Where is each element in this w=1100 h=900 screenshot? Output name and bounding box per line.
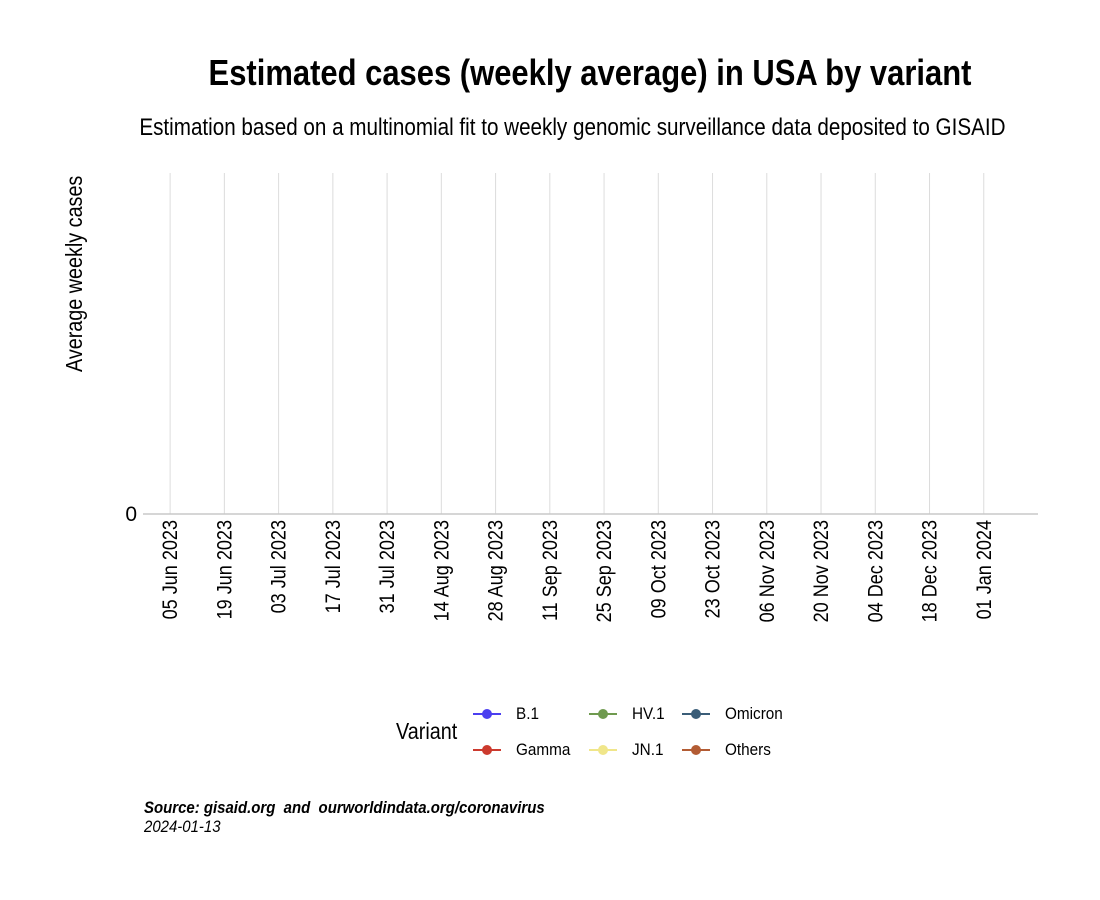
source-note: Source: gisaid.org and ourworldindata.or… [144, 798, 545, 817]
x-tick-label: 20 Nov 2023 [810, 520, 834, 622]
legend-item-b-1: B.1 [473, 704, 542, 724]
x-tick-label: 09 Oct 2023 [647, 520, 671, 618]
x-tick-label: 04 Dec 2023 [864, 520, 888, 622]
x-tick-label: 01 Jan 2024 [973, 520, 997, 619]
chart-title: Estimated cases (weekly average) in USA … [208, 52, 972, 93]
x-tick-label: 03 Jul 2023 [267, 520, 291, 613]
y-tick-labels: 0 [125, 503, 137, 526]
x-tick-label: 18 Dec 2023 [918, 520, 942, 622]
x-tick-label: 19 Jun 2023 [213, 520, 237, 619]
legend-key [473, 740, 501, 760]
x-tick-label: 25 Sep 2023 [593, 520, 617, 622]
legend-key [682, 704, 710, 724]
x-tick-label: 17 Jul 2023 [322, 520, 346, 613]
x-tick-label: 23 Oct 2023 [701, 520, 725, 618]
x-tick-label: 28 Aug 2023 [484, 520, 508, 622]
legend-item-hv-1: HV.1 [589, 704, 668, 724]
legend-key [589, 740, 617, 760]
legend-key [682, 740, 710, 760]
x-tick-label: 14 Aug 2023 [430, 520, 454, 622]
date-note: 2024-01-13 [144, 817, 221, 836]
y-axis-label: Average weekly cases [62, 176, 88, 372]
legend-title: Variant [396, 718, 458, 744]
legend-item-others: Others [682, 740, 776, 760]
x-tick-label: 06 Nov 2023 [756, 520, 780, 622]
chart-subtitle: Estimation based on a multinomial fit to… [139, 114, 1006, 141]
legend-label: Others [725, 740, 771, 759]
x-tick-labels: 05 Jun 2023 19 Jun 2023 03 Jul 2023 17 Jul … [159, 520, 996, 622]
x-tick-label: 11 Sep 2023 [539, 520, 563, 621]
x-tick-label: 05 Jun 2023 [159, 520, 183, 619]
legend-label: B.1 [516, 704, 539, 723]
legend-item-jn-1: JN.1 [589, 740, 667, 760]
y-tick-label: 0 [125, 503, 137, 526]
legend-label: HV.1 [632, 704, 665, 723]
legend-label: Omicron [725, 704, 783, 723]
grid-lines [169, 173, 985, 514]
legend-key [473, 704, 501, 724]
x-tick-label: 31 Jul 2023 [376, 520, 400, 613]
legend-label: JN.1 [632, 740, 664, 759]
legend-item-gamma: Gamma [473, 740, 576, 760]
legend-item-omicron: Omicron [682, 704, 789, 724]
legend-key [589, 704, 617, 724]
legend-label: Gamma [516, 740, 571, 759]
